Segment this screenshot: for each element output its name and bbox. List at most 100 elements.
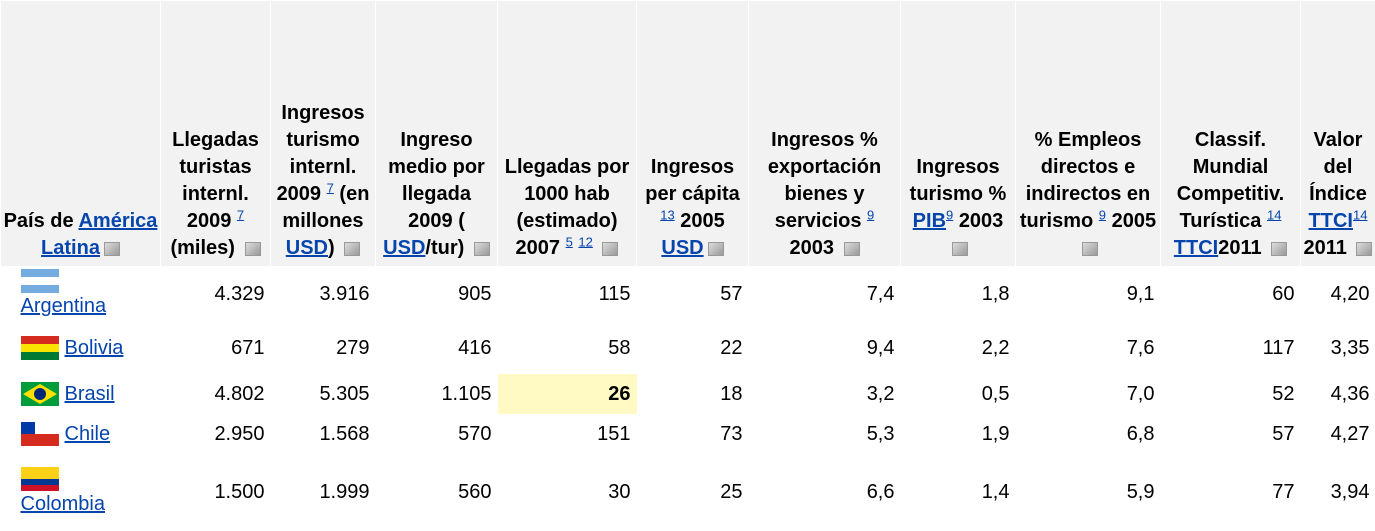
sort-icon[interactable] (245, 242, 261, 256)
sort-icon[interactable] (602, 242, 618, 256)
country-link[interactable]: Brasil (65, 383, 115, 405)
value-cell: 2.950 (161, 414, 271, 454)
value-cell: 30 (498, 454, 637, 531)
header-link[interactable]: USD (661, 237, 703, 259)
column-header: Classif. Mundial Competitiv. Turística 1… (1161, 1, 1301, 267)
value-cell: 279 (271, 322, 376, 374)
header-text: Ingreso medio por llegada 2009 ( (388, 129, 485, 232)
header-text: Llegadas turistas internl. 2009 (172, 129, 259, 232)
value-cell: 52 (1161, 374, 1301, 414)
country-cell: Bolivia (1, 322, 161, 374)
value-cell: 416 (376, 322, 498, 374)
value-cell: 117 (1161, 322, 1301, 374)
value-cell: 4.802 (161, 374, 271, 414)
header-text: Ingresos % exportación bienes y servicio… (768, 129, 881, 232)
column-header: Llegadas turistas internl. 2009 7 (miles… (161, 1, 271, 267)
flag (21, 422, 59, 446)
value-cell: 73 (637, 414, 749, 454)
value-cell: 6,6 (749, 454, 901, 531)
country-link[interactable]: Argentina (21, 295, 107, 317)
sort-icon[interactable] (708, 242, 724, 256)
footnote-ref[interactable]: 9 (946, 207, 953, 222)
sort-icon[interactable] (1356, 242, 1372, 256)
column-header: Ingreso medio por llegada 2009 ( USD/tur… (376, 1, 498, 267)
value-cell: 4.329 (161, 267, 271, 322)
header-text: 2011 (1218, 237, 1261, 259)
value-cell: 1,4 (901, 454, 1016, 531)
value-cell: 4,27 (1301, 414, 1375, 454)
header-link[interactable]: PIB (913, 210, 946, 232)
header-link[interactable]: USD (383, 237, 425, 259)
header-text: 2011 (1304, 237, 1347, 259)
column-header: País de América Latina (1, 1, 161, 267)
value-cell: 0,5 (901, 374, 1016, 414)
value-cell: 60 (1161, 267, 1301, 322)
sort-icon[interactable] (1271, 242, 1287, 256)
footnote-ref[interactable]: 9 (1099, 207, 1106, 222)
sort-icon[interactable] (1082, 242, 1098, 256)
country-link[interactable]: Colombia (21, 493, 105, 515)
value-cell: 57 (637, 267, 749, 322)
value-cell: 4,20 (1301, 267, 1375, 322)
value-cell: 1,8 (901, 267, 1016, 322)
header-text: Ingresos turismo % (910, 156, 1007, 205)
value-cell: 1.568 (271, 414, 376, 454)
header-text: 2003 (789, 237, 834, 259)
sort-icon[interactable] (344, 242, 360, 256)
header-text: 2003 (959, 210, 1004, 232)
footnote-ref[interactable]: 14 (1353, 207, 1367, 222)
sort-icon[interactable] (104, 242, 120, 256)
value-cell: 905 (376, 267, 498, 322)
column-header: % Empleos directos e indirectos en turis… (1016, 1, 1161, 267)
value-cell: 26 (498, 374, 637, 414)
sort-icon[interactable] (474, 242, 490, 256)
column-header: Ingresos turismo % PIB9 2003 (901, 1, 1016, 267)
value-cell: 7,0 (1016, 374, 1161, 414)
footnote-ref[interactable]: 9 (867, 207, 874, 222)
flag (21, 336, 59, 360)
sort-icon[interactable] (844, 242, 860, 256)
country-cell: Brasil (1, 374, 161, 414)
value-cell: 7,6 (1016, 322, 1161, 374)
flag (21, 382, 59, 406)
header-text: 2005 (680, 210, 725, 232)
value-cell: 1.999 (271, 454, 376, 531)
value-cell: 671 (161, 322, 271, 374)
country-link[interactable]: Bolivia (65, 337, 124, 359)
flag (21, 269, 59, 293)
header-text: País de (4, 210, 74, 232)
footnote-ref[interactable]: 12 (578, 234, 592, 249)
header-text: /tur) (425, 237, 464, 259)
value-cell: 9,4 (749, 322, 901, 374)
value-cell: 7,4 (749, 267, 901, 322)
header-link[interactable]: TTCI (1309, 210, 1353, 232)
footnote-ref[interactable]: 7 (237, 207, 244, 222)
column-header: Ingresos % exportación bienes y servicio… (749, 1, 901, 267)
header-link[interactable]: USD (286, 237, 328, 259)
footnote-ref[interactable]: 13 (660, 207, 674, 222)
value-cell: 1.500 (161, 454, 271, 531)
footnote-ref[interactable]: 7 (327, 180, 334, 195)
value-cell: 57 (1161, 414, 1301, 454)
value-cell: 3,94 (1301, 454, 1375, 531)
footnote-ref[interactable]: 5 (566, 234, 573, 249)
value-cell: 9,1 (1016, 267, 1161, 322)
country-link[interactable]: Chile (65, 423, 111, 445)
header-link[interactable]: TTCI (1174, 237, 1218, 259)
value-cell: 560 (376, 454, 498, 531)
header-text: 2005 (1112, 210, 1157, 232)
value-cell: 25 (637, 454, 749, 531)
value-cell: 2,2 (901, 322, 1016, 374)
sort-icon[interactable] (952, 242, 968, 256)
header-text: ) (328, 237, 335, 259)
header-text: Ingresos per cápita (645, 156, 739, 205)
footnote-ref[interactable]: 14 (1267, 207, 1281, 222)
value-cell: 4,36 (1301, 374, 1375, 414)
